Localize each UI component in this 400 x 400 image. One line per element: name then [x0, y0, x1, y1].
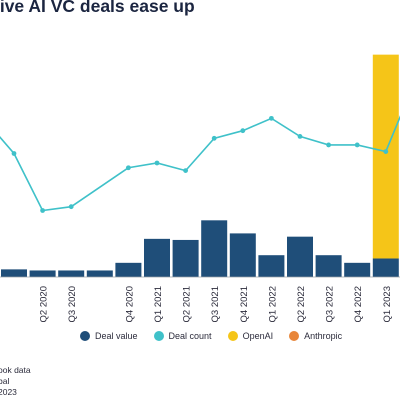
legend-item-openai: OpenAI: [227, 331, 274, 341]
point-deal-count: [11, 151, 17, 156]
legend-label-deal-count: Deal count: [168, 331, 212, 341]
footer-line-2: bal: [0, 376, 10, 386]
x-tick-label: Q2 2022: [296, 286, 307, 322]
source-footer: ook data bal 2023: [0, 365, 31, 398]
x-tick-label: Q1 2021: [153, 286, 164, 322]
point-deal-count: [326, 142, 331, 148]
legend-label-anthropic: Anthropic: [304, 331, 343, 341]
point-deal-count: [297, 134, 303, 139]
x-tick-label: Q3 2020: [67, 286, 78, 322]
bar-deal-value: [344, 262, 371, 277]
bar-deal-value: [172, 239, 199, 277]
bar-deal-value: [1, 269, 27, 277]
footer-line-1: ook data: [0, 365, 31, 375]
x-tick-label: Q2 2021: [182, 286, 193, 322]
legend-swatch-deal-value: [80, 331, 90, 341]
x-tick-label: Q1 2023: [382, 286, 393, 322]
bar-deal-value: [58, 270, 85, 277]
bar-deal-value: [115, 262, 142, 277]
chart-area: Q2 2020 Q3 2020 Q4 2020 Q1 2021 Q2 2021 Q3 20…: [0, 54, 400, 322]
x-tick-label: Q4 2021: [239, 286, 250, 322]
point-deal-count: [383, 149, 389, 155]
legend-item-anthropic: Anthropic: [289, 331, 342, 341]
legend-label-openai: OpenAI: [242, 331, 274, 341]
bar-deal-value: [287, 236, 313, 277]
x-tick-label: Q2 2020: [39, 286, 50, 322]
bar-deal-value: [258, 255, 285, 277]
bar-deal-value: [29, 270, 56, 277]
legend-swatch-deal-count: [153, 331, 164, 341]
bar-openai: [372, 54, 399, 259]
x-tick-label: Q3 2022: [325, 286, 336, 322]
legend-item-deal-value: Deal value: [80, 331, 138, 341]
point-deal-count: [68, 204, 74, 210]
chart-title: tive AI VC deals ease up: [0, 0, 195, 16]
point-deal-count: [269, 115, 274, 121]
point-deal-count: [40, 208, 45, 213]
point-deal-count: [154, 160, 160, 166]
bar-deal-value: [315, 255, 342, 277]
bar-deal-value: [201, 220, 228, 277]
x-tick-label: Q4 2020: [124, 286, 135, 322]
x-tick-label: Q3 2021: [210, 286, 221, 322]
x-axis-ticks: Q2 2020 Q3 2020 Q4 2020 Q1 2021 Q2 2021 Q3 20…: [39, 286, 393, 322]
bar-deal-value: [86, 270, 113, 277]
bar-deal-value: [144, 238, 170, 277]
legend: Deal value Deal count OpenAI Anthropic: [80, 331, 342, 341]
legend-swatch-openai: [227, 331, 238, 341]
bar-deal-value: [229, 233, 256, 277]
point-deal-count: [125, 165, 131, 171]
bars-layer: [1, 54, 399, 277]
point-deal-count: [240, 128, 246, 134]
legend-label-deal-value: Deal value: [95, 331, 138, 341]
deal-count-line-layer: [0, 115, 400, 213]
bar-deal-value: [372, 258, 399, 277]
point-deal-count: [354, 142, 360, 148]
point-deal-count: [211, 135, 217, 141]
point-deal-count: [183, 168, 189, 174]
x-tick-label: Q1 2022: [267, 286, 278, 322]
line-deal-count: [0, 115, 400, 212]
legend-swatch-anthropic: [289, 331, 300, 341]
footer-line-3: 2023: [0, 387, 17, 397]
legend-item-deal-count: Deal count: [153, 331, 212, 341]
x-tick-label: Q4 2022: [353, 286, 364, 322]
